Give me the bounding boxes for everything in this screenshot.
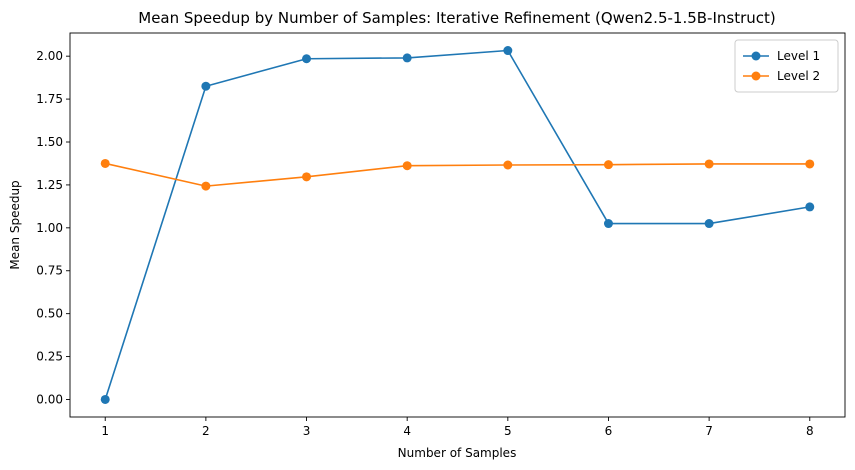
y-tick-label: 2.00 <box>36 49 63 63</box>
x-tick-label: 4 <box>403 424 411 438</box>
x-tick-label: 5 <box>504 424 512 438</box>
y-tick-label: 0.75 <box>36 264 63 278</box>
data-point <box>805 202 815 212</box>
y-tick-label: 1.00 <box>36 221 63 235</box>
data-point <box>302 54 312 64</box>
series-points <box>100 46 815 404</box>
data-point <box>402 53 412 63</box>
series-lines <box>104 49 810 400</box>
axis-ticks: 1 2 3 4 5 6 7 8 0.00 0.25 0.50 0.75 1.00 1.25 1.50 1.75… <box>36 49 813 438</box>
legend-swatch-marker <box>751 51 761 61</box>
data-point <box>402 161 412 171</box>
legend: Level 1 Level 2 <box>734 39 839 93</box>
y-tick-label: 1.25 <box>36 178 63 192</box>
data-point <box>503 160 513 170</box>
chart-title: Mean Speedup by Number of Samples: Itera… <box>138 9 776 27</box>
data-point <box>100 394 110 404</box>
x-tick-label: 1 <box>101 424 109 438</box>
series-line-1 <box>104 49 810 400</box>
x-tick-label: 7 <box>705 424 713 438</box>
x-tick-label: 6 <box>605 424 613 438</box>
data-point <box>603 160 613 170</box>
y-tick-label: 1.50 <box>36 135 63 149</box>
data-point <box>302 172 312 182</box>
y-tick-label: 1.75 <box>36 92 63 106</box>
data-point <box>201 81 211 91</box>
data-point <box>704 219 714 229</box>
data-point <box>201 181 211 191</box>
y-tick-label: 0.25 <box>36 350 63 364</box>
x-tick-label: 3 <box>303 424 311 438</box>
legend-label: Level 1 <box>777 49 820 63</box>
y-tick-label: 0.00 <box>36 392 63 406</box>
data-point <box>603 219 613 229</box>
y-axis-label: Mean Speedup <box>8 180 22 269</box>
legend-box <box>734 39 839 93</box>
y-tick-label: 0.50 <box>36 307 63 321</box>
data-point <box>805 159 815 169</box>
data-point <box>100 158 110 168</box>
legend-label: Level 2 <box>777 69 820 83</box>
legend-swatch-marker <box>751 71 761 81</box>
x-tick-label: 8 <box>806 424 814 438</box>
data-point <box>704 159 714 169</box>
x-tick-label: 2 <box>202 424 210 438</box>
plot-area <box>69 32 846 418</box>
x-axis-label: Number of Samples <box>398 446 517 460</box>
data-point <box>503 46 513 56</box>
series-line-2 <box>105 162 810 187</box>
